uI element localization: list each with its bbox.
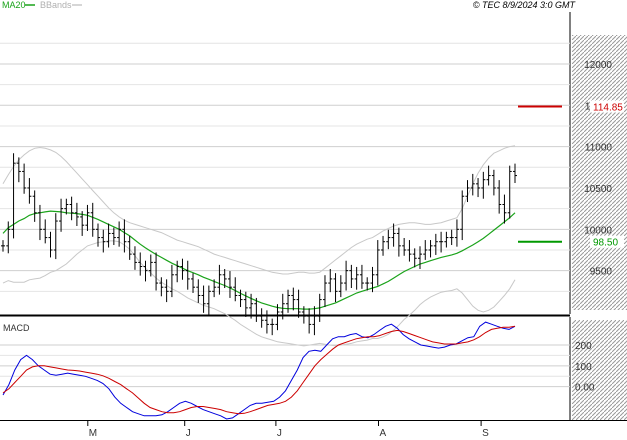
price-panel <box>0 12 570 314</box>
legend-ma20: MA20 <box>2 0 26 10</box>
macd-line <box>2 321 516 420</box>
signal-line <box>2 325 516 415</box>
macd-tick-label: 200 <box>575 341 592 352</box>
price-tick-label: 10500 <box>584 184 612 195</box>
macd-panel <box>0 317 570 420</box>
price-tick-label: 12000 <box>584 60 612 71</box>
price-bars <box>1 153 517 336</box>
x-tick-label: J <box>277 428 282 439</box>
macd-tick-label: 100 <box>575 362 592 373</box>
x-tick-label: A <box>380 428 387 439</box>
macd-title: MACD <box>3 323 30 333</box>
price-tick-label: 10000 <box>584 225 612 236</box>
price-tick-label: 11000 <box>585 143 613 154</box>
support-label: 98.50 <box>593 238 618 249</box>
bband-lower-line <box>2 240 516 347</box>
source-note: © TEC 8/9/2024 3:0 GMT <box>473 0 577 10</box>
support-label-bg <box>590 235 624 248</box>
x-tick-label: M <box>89 428 97 439</box>
resistance-label-bg <box>590 100 624 113</box>
ma20-line-path <box>2 210 516 310</box>
x-tick-label: S <box>482 428 489 439</box>
bband-upper-line <box>2 145 516 275</box>
resistance-label: 114.85 <box>593 103 623 114</box>
price-tick-label: 9500 <box>590 267 613 278</box>
ma20-line <box>2 210 516 310</box>
legend-bbands: BBands <box>40 0 72 10</box>
price-gridlines <box>0 42 570 292</box>
macd-lines <box>2 321 516 420</box>
x-tick-label: J <box>186 428 191 439</box>
price-levels: 114.85 98.50 <box>518 100 624 249</box>
bollinger-bands <box>2 145 516 347</box>
macd-axis-ticks: 200 100 0.00 <box>575 341 595 394</box>
macd-gridlines <box>0 344 570 388</box>
macd-axis-hatch <box>572 320 627 420</box>
macd-tick-label: 0.00 <box>575 383 595 394</box>
